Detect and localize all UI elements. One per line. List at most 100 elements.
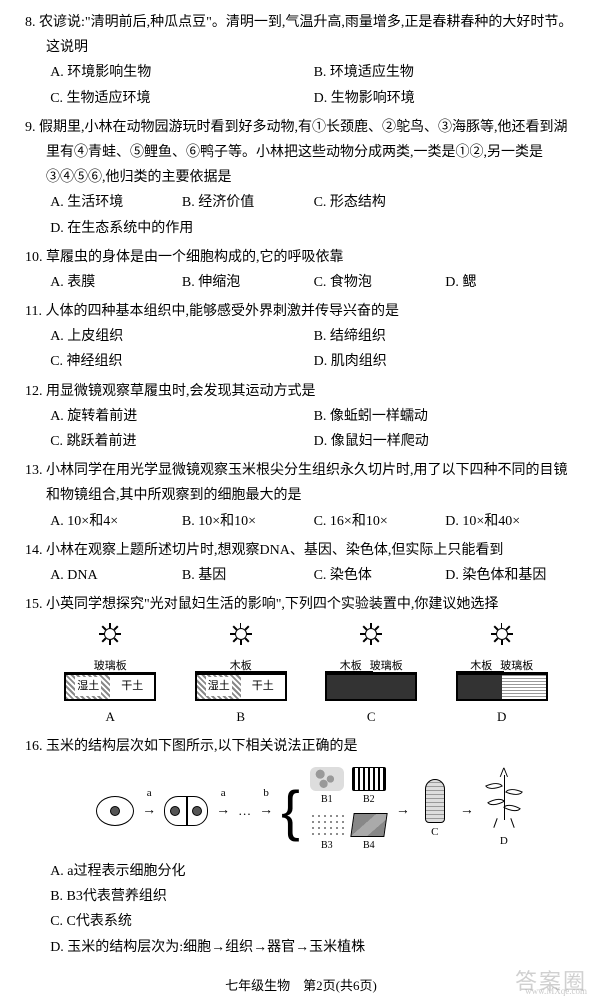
q15-setup-a: 玻璃板 湿土 干土 A	[53, 623, 168, 728]
q14-num: 14.	[25, 543, 43, 558]
q14-text: 14. 小林在观察上题所述切片时,想观察DNA、基因、染色体,但实际上只能看到	[25, 538, 577, 563]
q15-num: 15.	[25, 597, 43, 612]
q8-opt-a: A. 环境影响生物	[50, 60, 313, 85]
q13-body: 小林同学在用光学显微镜观察玉米根尖分生组织永久切片时,用了以下四种不同的目镜和物…	[46, 463, 568, 503]
q12-opt-d: D. 像鼠妇一样爬动	[314, 429, 577, 454]
q14-opt-d: D. 染色体和基因	[445, 563, 577, 588]
label-wood: 木板	[230, 657, 252, 671]
label-b1: B1	[321, 794, 333, 805]
q11-num: 11.	[25, 304, 42, 319]
plant-group: ⋀ D	[482, 770, 526, 852]
cell-single	[96, 796, 134, 826]
q11-text: 11. 人体的四种基本组织中,能够感受外界刺激并传导兴奋的是	[25, 299, 577, 324]
q15-label-d: D	[444, 705, 559, 728]
q15-label-b: B	[183, 705, 298, 728]
q12-text: 12. 用显微镜观察草履虫时,会发现其运动方式是	[25, 379, 577, 404]
tray-a: 湿土 干土	[64, 673, 156, 701]
q9-opt-d: D. 在生态系统中的作用	[50, 216, 197, 241]
q11-body: 人体的四种基本组织中,能够感受外界刺激并传导兴奋的是	[45, 304, 399, 319]
q8-opt-d: D. 生物影响环境	[314, 86, 577, 111]
q10-opt-b: B. 伸缩泡	[182, 270, 314, 295]
q12-options: A. 旋转着前进 B. 像蚯蚓一样蠕动 C. 跳跃着前进 D. 像鼠妇一样爬动	[25, 404, 577, 454]
q16-options: A. a过程表示细胞分化 B. B3代表营养组织 C. C代表系统 D. 玉米的…	[25, 859, 577, 960]
watermark-sub: www.MXqe.com	[525, 983, 587, 999]
label-c: C	[418, 823, 452, 843]
q16-opt-c: C. C代表系统	[50, 909, 577, 934]
q9-num: 9.	[25, 120, 36, 135]
question-14: 14. 小林在观察上题所述切片时,想观察DNA、基因、染色体,但实际上只能看到 …	[25, 538, 577, 588]
q11-opt-a: A. 上皮组织	[50, 324, 313, 349]
q15-text: 15. 小英同学想探究"光对鼠妇生活的影响",下列四个实验装置中,你建议她选择	[25, 592, 577, 617]
label-dry: 干土	[119, 677, 145, 697]
q9-opt-b: B. 经济价值	[182, 190, 314, 215]
q12-opt-a: A. 旋转着前进	[50, 404, 313, 429]
arrow-a: a→	[142, 798, 156, 823]
question-16: 16. 玉米的结构层次如下图所示,以下相关说法正确的是 a→ a→ … b→ {…	[25, 734, 577, 960]
question-15: 15. 小英同学想探究"光对鼠妇生活的影响",下列四个实验装置中,你建议她选择 …	[25, 592, 577, 730]
q15-setup-c: 木板玻璃板 C	[314, 623, 429, 728]
q9-opt-c: C. 形态结构	[314, 190, 446, 215]
q11-opt-b: B. 结缔组织	[314, 324, 577, 349]
q8-opt-c: C. 生物适应环境	[50, 86, 313, 111]
label-glass: 玻璃板	[94, 657, 127, 671]
q12-body: 用显微镜观察草履虫时,会发现其运动方式是	[46, 384, 316, 399]
q16-diagram: a→ a→ … b→ { B1 B2 B3 B4 → C → ⋀	[25, 759, 577, 859]
q15-diagram: 玻璃板 湿土 干土 A 木板 湿土 干土 B	[25, 617, 577, 730]
q10-options: A. 表膜 B. 伸缩泡 C. 食物泡 D. 鳃	[25, 270, 577, 295]
q9-body: 假期里,小林在动物园游玩时看到好多动物,有①长颈鹿、②鸵鸟、③海豚等,他还看到湖…	[39, 120, 568, 185]
q9-options: A. 生活环境 B. 经济价值 C. 形态结构 D. 在生态系统中的作用	[25, 190, 577, 240]
q10-text: 10. 草履虫的身体是由一个细胞构成的,它的呼吸依靠	[25, 245, 577, 270]
q14-opt-b: B. 基因	[182, 563, 314, 588]
q12-opt-b: B. 像蚯蚓一样蠕动	[314, 404, 577, 429]
q14-opt-c: C. 染色体	[314, 563, 446, 588]
q12-opt-c: C. 跳跃着前进	[50, 429, 313, 454]
q15-setup-b: 木板 湿土 干土 B	[183, 623, 298, 728]
q13-opt-b: B. 10×和10×	[182, 509, 314, 534]
arrow-a2: a→	[216, 798, 230, 823]
q11-opt-d: D. 肌肉组织	[314, 349, 577, 374]
label-b4: B4	[363, 840, 375, 851]
tissues-group: B1 B2 B3 B4	[308, 767, 388, 855]
arrow-d: →	[460, 798, 474, 823]
q8-opt-b: B. 环境适应生物	[314, 60, 577, 85]
label-wood: 木板	[470, 657, 492, 671]
q10-opt-a: A. 表膜	[50, 270, 182, 295]
q8-num: 8.	[25, 15, 36, 30]
q13-text: 13. 小林同学在用光学显微镜观察玉米根尖分生组织永久切片时,用了以下四种不同的…	[25, 458, 577, 508]
q14-options: A. DNA B. 基因 C. 染色体 D. 染色体和基因	[25, 563, 577, 588]
q15-label-a: A	[53, 705, 168, 728]
q13-opt-d: D. 10×和40×	[445, 509, 577, 534]
q14-body: 小林在观察上题所述切片时,想观察DNA、基因、染色体,但实际上只能看到	[46, 543, 503, 558]
label-b2: B2	[363, 794, 375, 805]
arrow-b: b→	[259, 798, 273, 823]
organ-group: C	[418, 779, 452, 843]
footer-text: 七年级生物 第2页(共6页)	[225, 978, 377, 993]
q16-opt-d: D. 玉米的结构层次为:细胞→组织→器官→玉米植株	[50, 935, 577, 960]
q13-num: 13.	[25, 463, 43, 478]
sun-icon	[230, 623, 252, 645]
question-9: 9. 假期里,小林在动物园游玩时看到好多动物,有①长颈鹿、②鸵鸟、③海豚等,他还…	[25, 115, 577, 241]
question-13: 13. 小林同学在用光学显微镜观察玉米根尖分生组织永久切片时,用了以下四种不同的…	[25, 458, 577, 534]
label-b: b	[263, 784, 269, 804]
sun-icon	[491, 623, 513, 645]
q8-text: 8. 农谚说:"清明前后,种瓜点豆"。清明一到,气温升高,雨量增多,正是春耕春种…	[25, 10, 577, 60]
tray-c	[325, 673, 417, 701]
q8-options: A. 环境影响生物 B. 环境适应生物 C. 生物适应环境 D. 生物影响环境	[25, 60, 577, 110]
label-dry: 干土	[250, 677, 276, 697]
question-11: 11. 人体的四种基本组织中,能够感受外界刺激并传导兴奋的是 A. 上皮组织 B…	[25, 299, 577, 375]
q16-opt-a: A. a过程表示细胞分化	[50, 859, 577, 884]
q16-text: 16. 玉米的结构层次如下图所示,以下相关说法正确的是	[25, 734, 577, 759]
q10-body: 草履虫的身体是由一个细胞构成的,它的呼吸依靠	[46, 250, 344, 265]
q16-body: 玉米的结构层次如下图所示,以下相关说法正确的是	[46, 739, 358, 754]
q9-text: 9. 假期里,小林在动物园游玩时看到好多动物,有①长颈鹿、②鸵鸟、③海豚等,他还…	[25, 115, 577, 191]
q10-opt-d: D. 鳃	[445, 270, 577, 295]
label-glass: 玻璃板	[500, 657, 533, 671]
label-glass: 玻璃板	[370, 657, 403, 671]
label-a: a	[147, 784, 152, 804]
tray-d	[456, 673, 548, 701]
label-b3: B3	[321, 840, 333, 851]
q16-opt-b: B. B3代表营养组织	[50, 884, 577, 909]
q14-opt-a: A. DNA	[50, 563, 182, 588]
label-a: a	[221, 784, 226, 804]
q11-options: A. 上皮组织 B. 结缔组织 C. 神经组织 D. 肌肉组织	[25, 324, 577, 374]
